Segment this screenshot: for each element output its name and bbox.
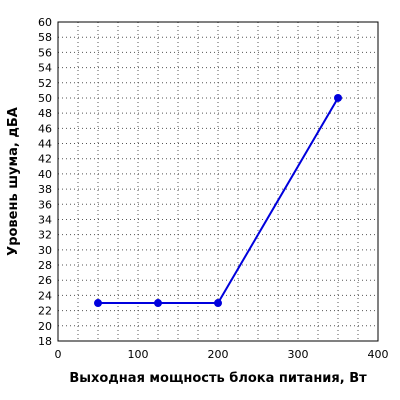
y-tick-label: 28	[38, 259, 52, 272]
y-tick-label: 42	[38, 153, 52, 166]
x-tick-label: 0	[55, 348, 62, 361]
data-point	[94, 299, 102, 308]
plot-frame	[57, 21, 379, 342]
x-tick-label: 400	[368, 348, 389, 361]
y-tick-label: 22	[38, 305, 52, 318]
y-tick-label: 38	[38, 183, 52, 196]
x-tick-label: 200	[208, 348, 229, 361]
series-line	[98, 97, 339, 305]
y-tick-label: 54	[38, 62, 52, 75]
grid-lines	[58, 22, 378, 341]
data-point	[154, 299, 162, 308]
x-tick-label: 100	[128, 348, 149, 361]
y-tick-label: 52	[38, 77, 52, 90]
data-point	[334, 93, 342, 102]
y-tick-label: 26	[38, 274, 52, 287]
y-tick-label: 34	[38, 213, 52, 226]
y-tick-label: 50	[38, 92, 52, 105]
y-tick-label: 32	[38, 229, 52, 242]
y-axis-title: Уровень шума, дБА	[6, 107, 21, 256]
y-tick-label: 36	[38, 198, 52, 211]
y-tick-label: 20	[38, 320, 52, 333]
y-tick-label: 56	[38, 46, 52, 59]
y-tick-labels: 18 20 22 24 26 28 30 32 34 36 38 40 42 44 46 48 50 52 54 56…	[38, 16, 52, 348]
y-tick-label: 18	[38, 335, 52, 348]
x-axis-title: Выходная мощность блока питания, Вт	[69, 371, 367, 386]
y-tick-label: 60	[38, 16, 52, 29]
x-tick-labels: 0 100 200 300 400	[55, 348, 389, 361]
series-layer	[94, 93, 342, 308]
y-tick-label: 44	[38, 138, 52, 151]
y-tick-label: 24	[38, 289, 52, 302]
x-tick-label: 300	[288, 348, 309, 361]
y-tick-label: 46	[38, 122, 52, 135]
y-tick-label: 58	[38, 31, 52, 44]
y-tick-label: 40	[38, 168, 52, 181]
y-tick-label: 30	[38, 244, 52, 257]
y-tick-label: 48	[38, 107, 52, 120]
data-point	[214, 299, 222, 308]
